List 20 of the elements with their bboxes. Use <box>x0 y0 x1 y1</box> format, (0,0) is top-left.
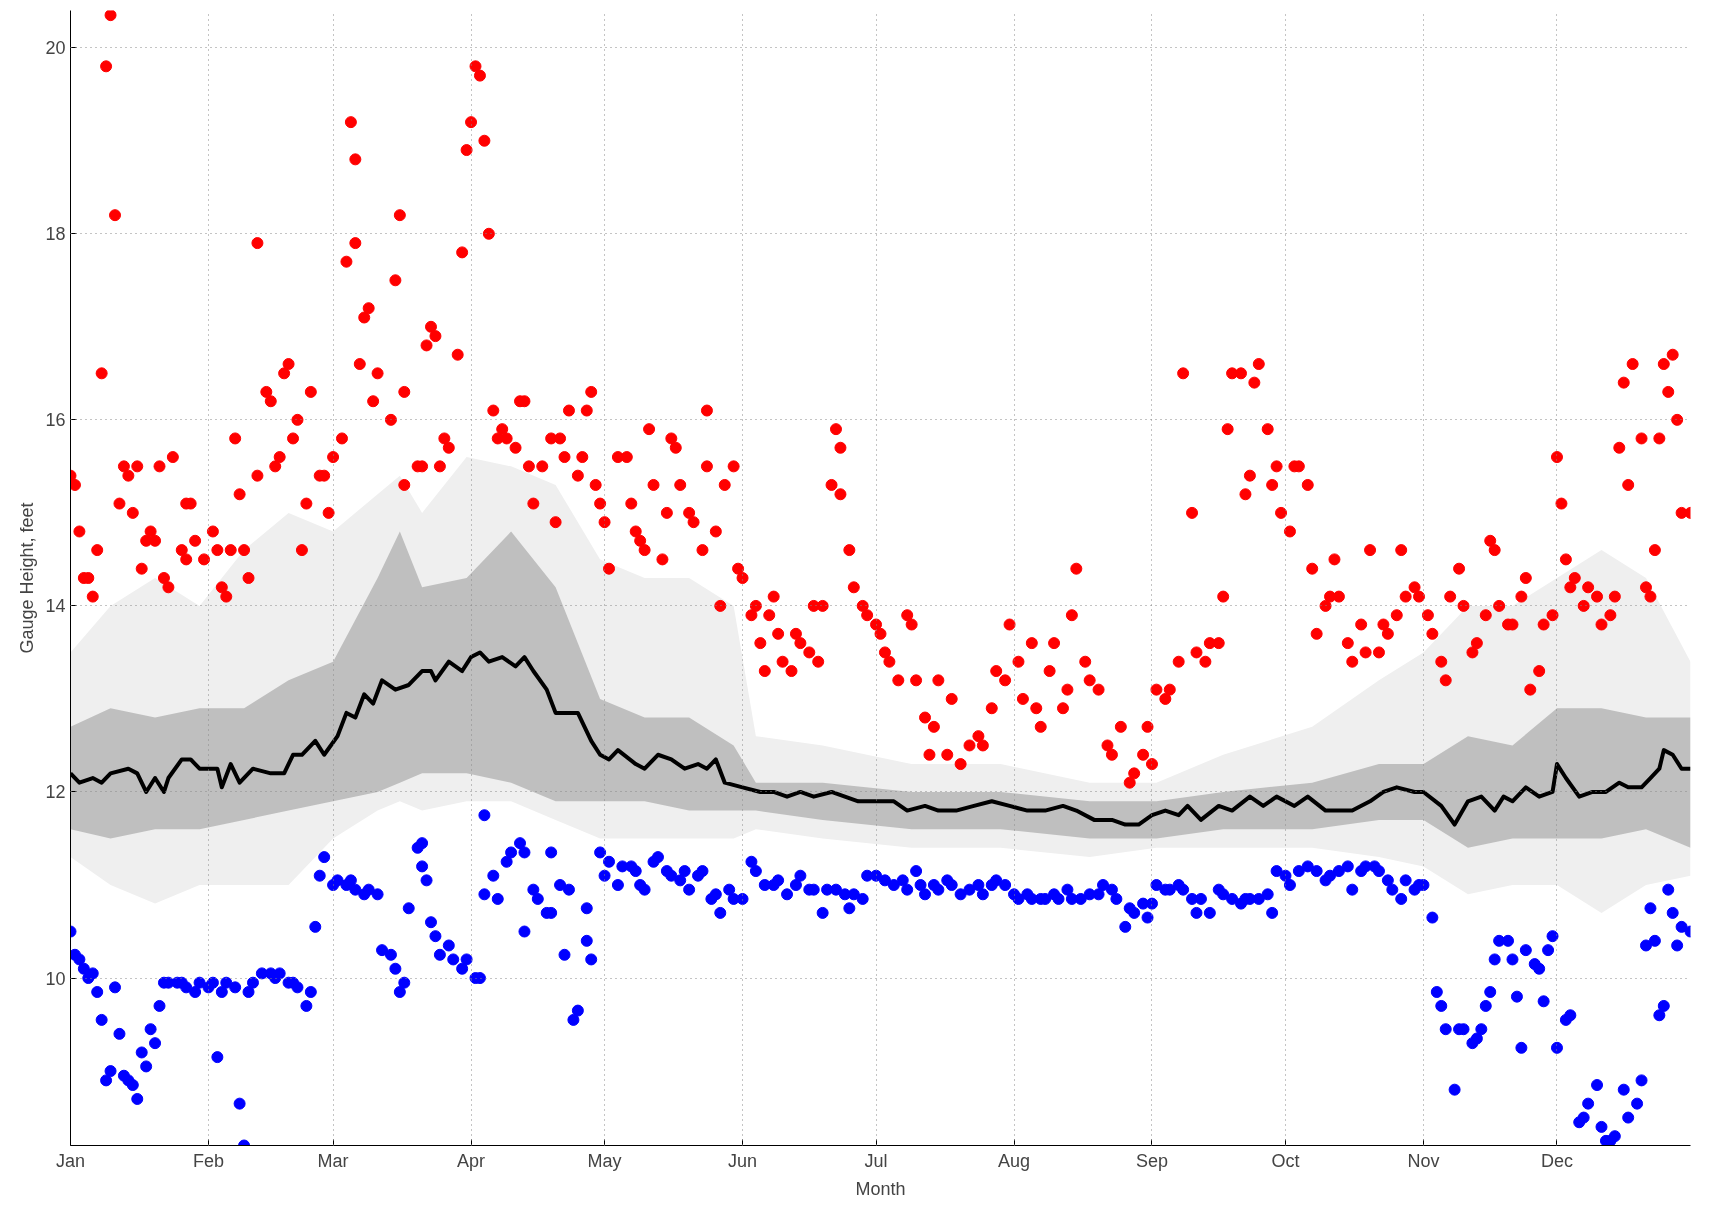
y-axis-title: Gauge Height, feet <box>17 502 38 654</box>
y-tick-label: 18 <box>45 224 66 245</box>
x-tick-label: May <box>587 1150 622 1171</box>
x-tick-label: Nov <box>1407 1150 1440 1171</box>
x-tick-label: Oct <box>1271 1150 1300 1171</box>
x-tick-label: Apr <box>457 1150 486 1171</box>
x-tick-label: Jun <box>728 1150 758 1171</box>
x-tick-label: Aug <box>998 1150 1031 1171</box>
y-tick-label: 12 <box>45 782 66 803</box>
x-tick-label: Jul <box>864 1150 888 1171</box>
y-tick-label: 16 <box>45 410 66 431</box>
x-tick-label: Jan <box>55 1150 86 1171</box>
x-axis-title: Month <box>855 1178 906 1199</box>
x-tick-label: Mar <box>317 1150 349 1171</box>
y-tick-label: 14 <box>45 596 66 617</box>
y-tick-label: 20 <box>45 38 66 59</box>
y-tick-label: 10 <box>45 968 66 989</box>
x-tick-label: Feb <box>192 1150 224 1171</box>
x-tick-label: Sep <box>1135 1150 1168 1171</box>
x-tick-label: Dec <box>1540 1150 1573 1171</box>
